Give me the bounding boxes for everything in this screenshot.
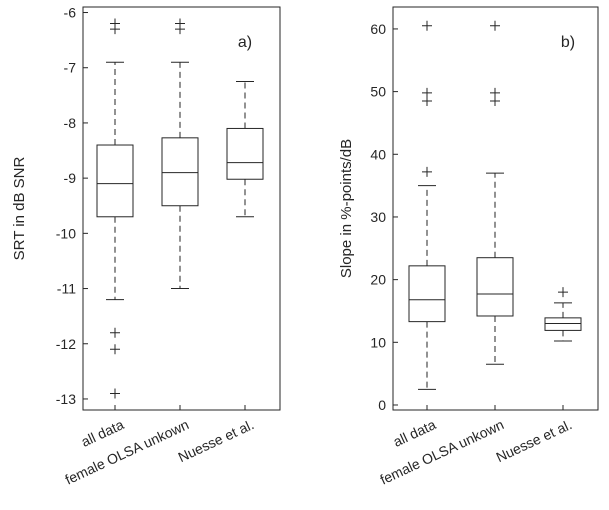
y-tick-label: -11	[57, 281, 76, 297]
x-category-label: all data	[79, 416, 127, 450]
y-tick-label: -10	[56, 225, 76, 241]
outlier-marker	[490, 87, 500, 98]
box-iqr	[96, 144, 134, 218]
panel-label: b)	[561, 34, 575, 51]
y-tick-label: 20	[370, 272, 386, 288]
y-tick-label: 30	[370, 209, 386, 225]
y-tick-label: -6	[64, 5, 77, 21]
outlier-marker	[110, 344, 120, 355]
panel-b: 0 10 20 30 40 50 60 Slope in %-points/dB b) all d…	[338, 6, 599, 488]
box-iqr	[476, 257, 514, 317]
box-iqr	[408, 265, 446, 323]
outlier-marker	[110, 327, 120, 338]
box-iqr	[161, 137, 199, 207]
y-tick-label: 10	[370, 334, 386, 350]
outlier-marker	[422, 87, 432, 98]
x-category-label: Nuesse et al.	[493, 416, 574, 465]
box-iqr	[226, 127, 264, 180]
outlier-marker	[490, 20, 500, 31]
outlier-marker	[422, 20, 432, 31]
x-category-label: female OLSA unkown	[62, 416, 191, 487]
y-tick-label: 40	[370, 146, 386, 162]
y-tick-label: -9	[64, 170, 77, 186]
y-tick-label: -13	[56, 391, 76, 407]
box-iqr	[544, 317, 582, 331]
panel-label: a)	[238, 34, 252, 51]
y-tick-label: 60	[370, 21, 386, 37]
y-axis-label: Slope in %-points/dB	[338, 139, 355, 278]
outlier-marker	[110, 388, 120, 399]
y-axis-label: SRT in dB SNR	[11, 157, 28, 261]
y-tick-label: -8	[64, 115, 77, 131]
x-category-label: all data	[391, 416, 439, 450]
axes-frame	[82, 6, 281, 411]
y-tick-label: 0	[378, 397, 386, 413]
y-tick-label: -7	[64, 60, 77, 76]
x-category-label: female OLSA unkown	[377, 416, 506, 487]
y-tick-label: 50	[370, 84, 386, 100]
y-tick-label: -12	[56, 336, 76, 352]
outlier-marker	[558, 287, 568, 298]
outlier-marker	[175, 24, 185, 35]
panel-a: -13 -12 -11 -10 -9 -8 -7 -6 SRT in dB SNR a) all d…	[11, 5, 281, 488]
outlier-marker	[110, 24, 120, 35]
outlier-marker	[422, 166, 432, 177]
